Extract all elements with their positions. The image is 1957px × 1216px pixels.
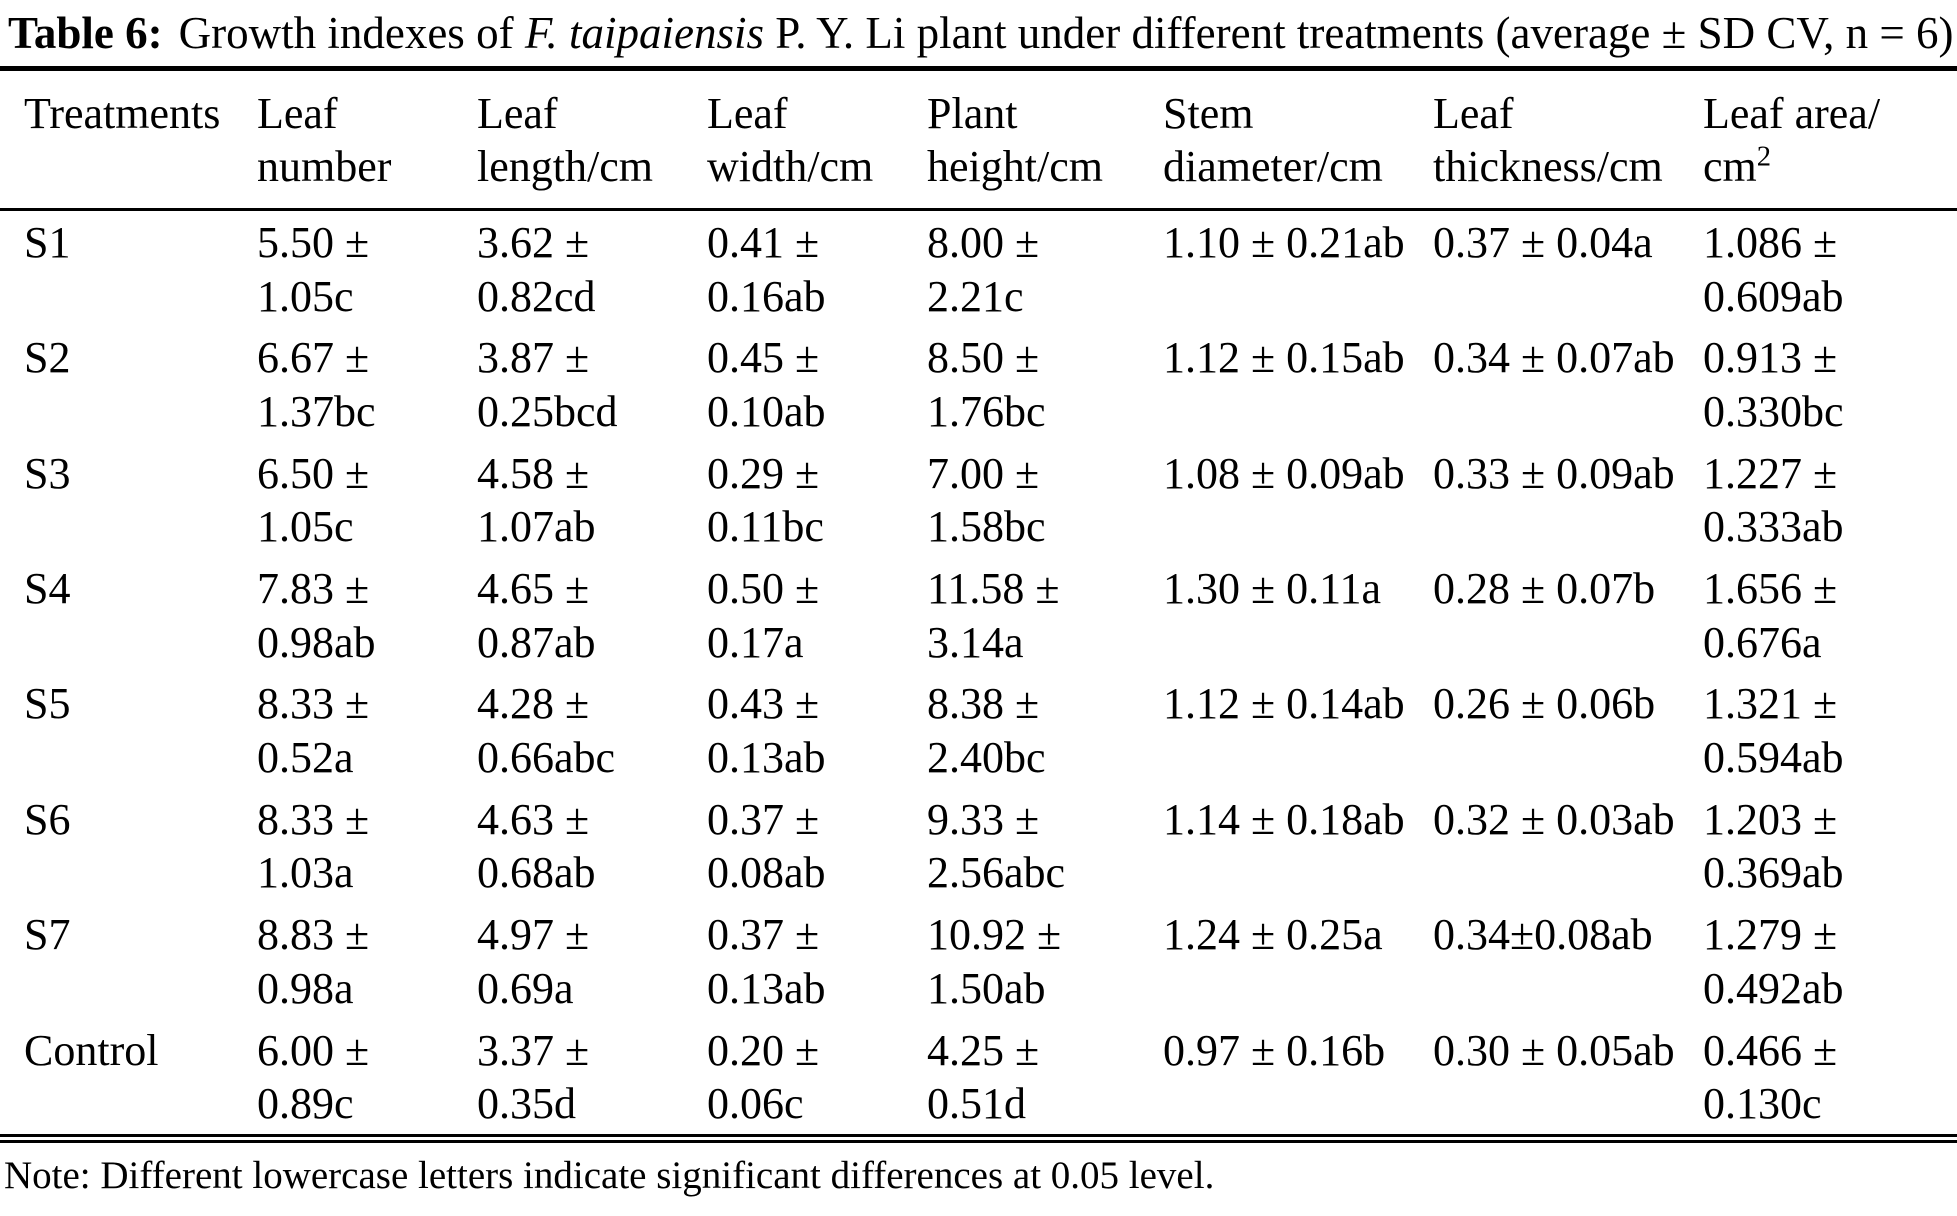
table-cell: 8.33 ± 1.03a: [257, 794, 370, 898]
row-label: S6: [24, 794, 71, 844]
table-cell: 4.28 ± 0.66abc: [477, 679, 616, 783]
table-cell: 3.87 ± 0.25bcd: [477, 333, 618, 437]
table-cell: 9.33 ± 2.56abc: [927, 794, 1066, 898]
table-cell: 8.33 ± 0.52a: [257, 679, 370, 783]
table-cell: 0.97 ± 0.16b: [1163, 1025, 1386, 1075]
table-cell: 4.58 ± 1.07ab: [477, 448, 596, 552]
row-label: Control: [24, 1025, 159, 1075]
table-cell: 0.32 ± 0.03ab: [1433, 794, 1675, 844]
table-note: Note: Different lowercase letters indica…: [4, 1153, 1215, 1197]
table-cell: 1.08 ± 0.09ab: [1163, 448, 1405, 498]
table-cell: 1.656 ± 0.676a: [1703, 564, 1838, 667]
table-cell: 3.37 ± 0.35d: [477, 1025, 590, 1129]
table-cell: 10.92 ± 1.50ab: [927, 910, 1062, 1013]
column-header-leaf-thickness: Leaf thickness/cm: [1433, 68, 1703, 212]
table-cell: 0.37 ± 0.08ab: [707, 794, 826, 898]
table-row: S7 8.83 ± 0.98a 4.97 ± 0.69a 0.37 ± 0.13…: [0, 903, 1957, 1018]
table-cell: 0.913 ± 0.330bc: [1703, 333, 1844, 437]
table-caption-text-post: P. Y. Li plant under different treatment…: [775, 8, 1954, 58]
table-caption-text-pre: Growth indexes of: [178, 8, 514, 58]
table-cell: 0.34 ± 0.07ab: [1433, 333, 1675, 383]
growth-index-table: Treatments Leaf number Leaf length/cm Le…: [0, 65, 1957, 1143]
table-cell: 1.12 ± 0.15ab: [1163, 333, 1405, 383]
table-cell: 1.321 ± 0.594ab: [1703, 679, 1844, 783]
leaf-area-unit: cm: [1703, 142, 1757, 192]
table-cell: 1.14 ± 0.18ab: [1163, 794, 1405, 844]
table-cell: 6.67 ± 1.37bc: [257, 333, 376, 437]
table-cell: 7.83 ± 0.98ab: [257, 564, 376, 667]
table-cell: 1.12 ± 0.14ab: [1163, 679, 1405, 729]
table-cell: 0.20 ± 0.06c: [707, 1025, 820, 1129]
table-cell: 0.466 ± 0.130c: [1703, 1025, 1838, 1129]
table-cell: 0.37 ± 0.13ab: [707, 910, 826, 1013]
row-label: S7: [24, 910, 71, 960]
table-row: S4 7.83 ± 0.98ab 4.65 ± 0.87ab 0.50 ± 0.…: [0, 557, 1957, 672]
table-cell: 1.30 ± 0.11a: [1163, 564, 1382, 614]
table-cell: 1.203 ± 0.369ab: [1703, 794, 1844, 898]
column-header-plant-height: Plant height/cm: [927, 68, 1163, 212]
table-cell: 4.97 ± 0.69a: [477, 910, 590, 1013]
table-row: S2 6.67 ± 1.37bc 3.87 ± 0.25bcd 0.45 ± 0…: [0, 326, 1957, 441]
table-cell: 0.28 ± 0.07b: [1433, 564, 1656, 614]
header-row: Treatments Leaf number Leaf length/cm Le…: [0, 68, 1957, 212]
table-cell: 0.50 ± 0.17a: [707, 564, 820, 667]
table-cell: 0.45 ± 0.10ab: [707, 333, 826, 437]
column-header-leaf-number: Leaf number: [257, 68, 477, 212]
table-cell: 8.38 ± 2.40bc: [927, 679, 1046, 783]
table-cell: 0.30 ± 0.05ab: [1433, 1025, 1675, 1075]
table-caption-species: F. taipaiensis: [524, 8, 765, 58]
row-label: S3: [24, 448, 71, 498]
table-cell: 0.26 ± 0.06b: [1433, 679, 1656, 729]
table-cell: 4.25 ± 0.51d: [927, 1025, 1040, 1129]
table-cell: 0.33 ± 0.09ab: [1433, 448, 1675, 498]
table-cell: 1.227 ± 0.333ab: [1703, 448, 1844, 552]
column-header-treatments: Treatments: [0, 68, 257, 212]
table-row: S3 6.50 ± 1.05c 4.58 ± 1.07ab 0.29 ± 0.1…: [0, 442, 1957, 557]
row-label: S1: [24, 218, 71, 268]
table-cell: 6.00 ± 0.89c: [257, 1025, 370, 1129]
table-row: S5 8.33 ± 0.52a 4.28 ± 0.66abc 0.43 ± 0.…: [0, 672, 1957, 787]
row-label: S2: [24, 333, 71, 383]
row-label: S5: [24, 679, 71, 729]
table-cell: 4.65 ± 0.87ab: [477, 564, 596, 667]
column-header-stem-diameter: Stem diameter/cm: [1163, 68, 1433, 212]
leaf-area-superscript: 2: [1756, 141, 1772, 173]
leaf-area-line1: Leaf area/: [1703, 88, 1881, 138]
table-cell: 5.50 ± 1.05c: [257, 218, 370, 321]
table-cell: 11.58 ± 3.14a: [927, 564, 1060, 667]
table-cell: 8.50 ± 1.76bc: [927, 333, 1046, 437]
column-header-leaf-width: Leaf width/cm: [707, 68, 927, 212]
table-cell: 7.00 ± 1.58bc: [927, 448, 1046, 552]
table-caption: Table 6: Growth indexes of F. taipaiensis…: [8, 8, 1953, 60]
table-row: S1 5.50 ± 1.05c 3.62 ± 0.82cd 0.41 ± 0.1…: [0, 210, 1957, 327]
table-cell: 1.086 ± 0.609ab: [1703, 218, 1844, 321]
table-cell: 0.29 ± 0.11bc: [707, 448, 824, 552]
row-label: S4: [24, 564, 71, 614]
table-cell: 0.37 ± 0.04a: [1433, 218, 1653, 268]
table-cell: 1.10 ± 0.21ab: [1163, 218, 1405, 268]
table-cell: 0.43 ± 0.13ab: [707, 679, 826, 783]
table-cell: 3.62 ± 0.82cd: [477, 218, 596, 321]
column-header-leaf-area: Leaf area/cm2: [1703, 68, 1957, 212]
table-row: S6 8.33 ± 1.03a 4.63 ± 0.68ab 0.37 ± 0.0…: [0, 788, 1957, 903]
table-cell: 8.83 ± 0.98a: [257, 910, 370, 1013]
table-cell: 1.279 ± 0.492ab: [1703, 910, 1844, 1013]
table-cell: 0.34±0.08ab: [1433, 910, 1653, 960]
table-cell: 4.63 ± 0.68ab: [477, 794, 596, 898]
table-cell: 0.41 ± 0.16ab: [707, 218, 826, 321]
table-cell: 1.24 ± 0.25a: [1163, 910, 1383, 960]
table-row: Control 6.00 ± 0.89c 3.37 ± 0.35d 0.20 ±…: [0, 1019, 1957, 1139]
table-cell: 6.50 ± 1.05c: [257, 448, 370, 552]
table-cell: 8.00 ± 2.21c: [927, 218, 1040, 321]
table-caption-number: Table 6:: [8, 8, 163, 58]
column-header-leaf-length: Leaf length/cm: [477, 68, 707, 212]
